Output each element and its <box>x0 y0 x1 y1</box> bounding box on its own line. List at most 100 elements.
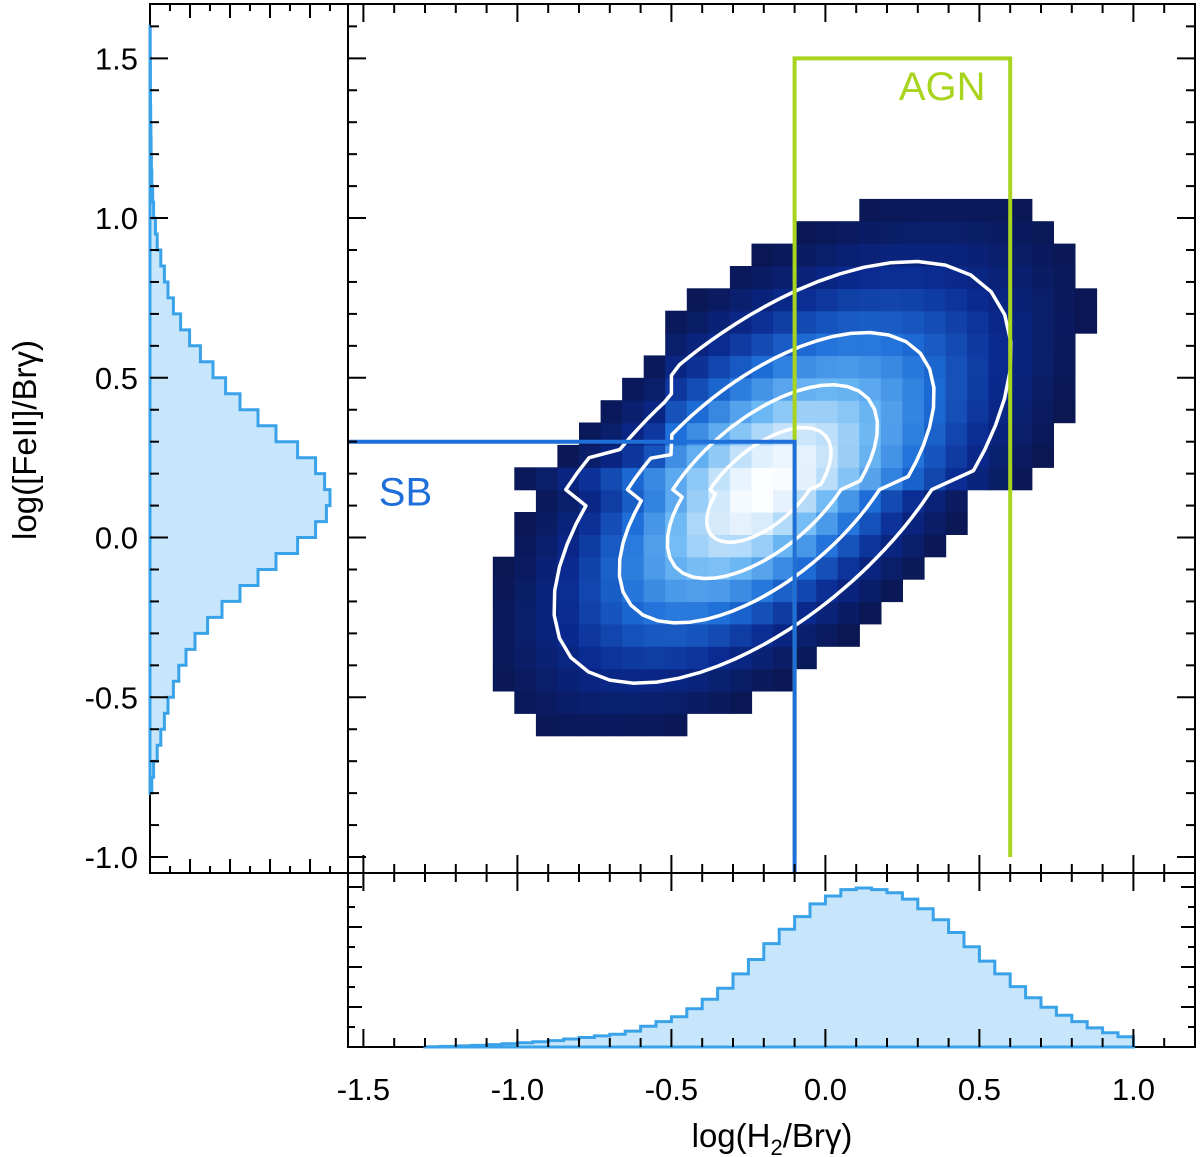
heatmap-cell <box>643 489 666 513</box>
heatmap-cell <box>837 422 860 446</box>
heatmap-cell <box>600 556 623 580</box>
heatmap-cell <box>557 668 580 692</box>
heatmap-cell <box>579 467 602 491</box>
heatmap-cell <box>686 377 709 401</box>
heatmap-cell <box>945 288 968 312</box>
heatmap-cell <box>708 310 731 334</box>
heatmap-cell <box>794 579 817 603</box>
heatmap-cell <box>643 534 666 558</box>
heatmap-cell <box>708 579 731 603</box>
heatmap-cell <box>773 489 796 513</box>
heatmap-cell <box>816 512 839 535</box>
heatmap-cell <box>988 221 1011 245</box>
heatmap-cell <box>880 310 903 334</box>
heatmap-cell <box>902 198 925 222</box>
heatmap-cell <box>924 266 947 289</box>
heatmap-cell <box>535 623 559 647</box>
x-histogram-ticks <box>348 873 1195 1048</box>
heatmap-cell <box>924 333 947 357</box>
heatmap-cell <box>773 266 796 289</box>
heatmap-cell <box>794 400 817 424</box>
heatmap-cell <box>514 579 537 603</box>
y-tick-label: 0.5 <box>95 361 138 396</box>
heatmap-cell <box>686 512 709 535</box>
heatmap-cell <box>924 512 947 535</box>
heatmap-cell <box>751 310 774 334</box>
heatmap-cell <box>773 310 796 334</box>
heatmap-cell <box>945 444 968 468</box>
heatmap-cell <box>1074 288 1098 312</box>
heatmap-cell <box>880 221 903 245</box>
heatmap-cell <box>643 355 666 379</box>
heatmap-cell <box>773 444 796 468</box>
sb-region-boundary <box>348 439 797 873</box>
heatmap-cell <box>535 467 559 491</box>
heatmap-cell <box>1010 355 1033 379</box>
heatmap-cell <box>686 288 709 312</box>
heatmap-cell <box>924 288 947 312</box>
heatmap-cell <box>794 512 817 535</box>
heatmap-cell <box>816 534 839 558</box>
heatmap-cell <box>514 601 537 625</box>
heatmap-cell <box>665 646 688 670</box>
heatmap-cell <box>902 266 925 289</box>
heatmap-cell <box>708 690 731 714</box>
heatmap-cell <box>967 355 990 379</box>
heatmap-cell <box>773 467 796 491</box>
heatmap-cell <box>816 243 839 267</box>
heatmap-cell <box>622 623 645 647</box>
heatmap-cell <box>816 489 839 513</box>
heatmap-cell <box>665 400 688 424</box>
heatmap-cell <box>492 668 515 692</box>
heatmap-cell <box>643 377 666 401</box>
heatmap-cell <box>1010 310 1033 334</box>
heatmap-cell <box>1010 333 1033 357</box>
heatmap-cell <box>945 333 968 357</box>
heatmap-cell <box>492 601 515 625</box>
heatmap-cell <box>729 668 753 692</box>
heatmap-cell <box>859 377 882 401</box>
heatmap-cell <box>945 512 968 535</box>
heatmap-cell <box>945 198 968 222</box>
heatmap-cell <box>902 288 925 312</box>
heatmap-cell <box>708 400 731 424</box>
y-tick-label: 1.5 <box>95 41 138 76</box>
heatmap-cell <box>729 489 753 513</box>
x-histogram-panel: -1.5 -1.0 -0.5 0.0 0.5 1.0 <box>337 872 1196 1107</box>
heatmap-cell <box>643 713 666 737</box>
heatmap-cell <box>859 579 882 603</box>
heatmap-cell <box>579 713 602 737</box>
heatmap-cell <box>643 512 666 535</box>
heatmap-cell <box>945 422 968 446</box>
heatmap-cell <box>557 713 580 737</box>
heatmap-cell <box>600 579 623 603</box>
heatmap-cell <box>535 489 559 513</box>
heatmap-cell <box>945 489 968 513</box>
heatmap-cell <box>751 444 774 468</box>
heatmap-cell <box>880 377 903 401</box>
heatmap-cell <box>859 198 882 222</box>
heatmap-cell <box>924 489 947 513</box>
heatmap-cell <box>729 266 753 289</box>
heatmap-cell <box>816 221 839 245</box>
contour-line <box>705 425 833 544</box>
heatmap-cell <box>643 623 666 647</box>
heatmap-cell <box>924 198 947 222</box>
heatmap-cell <box>535 646 559 670</box>
heatmap-cell <box>1010 400 1033 424</box>
heatmap-cell <box>902 556 925 580</box>
heatmap-cell <box>967 198 990 222</box>
heatmap-cell <box>751 489 774 513</box>
heatmap-cell <box>880 556 903 580</box>
heatmap-cell <box>902 355 925 379</box>
heatmap-cell <box>837 221 860 245</box>
heatmap-cell <box>773 400 796 424</box>
heatmap-cell <box>557 690 580 714</box>
heatmap-cell <box>557 601 580 625</box>
heatmap-cell <box>945 355 968 379</box>
heatmap-cell <box>622 601 645 625</box>
heatmap-cell <box>837 377 860 401</box>
heatmap-cell <box>579 556 602 580</box>
heatmap-cell <box>492 623 515 647</box>
heatmap-cell <box>579 623 602 647</box>
